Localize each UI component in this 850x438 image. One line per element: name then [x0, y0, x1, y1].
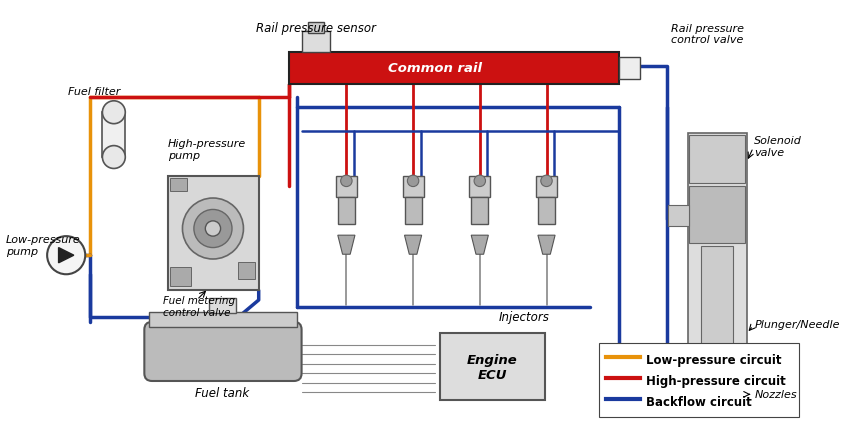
FancyBboxPatch shape — [144, 322, 302, 381]
Bar — [668, 205, 689, 226]
Polygon shape — [405, 236, 422, 254]
Text: Rail pressure
control valve: Rail pressure control valve — [672, 24, 745, 45]
Bar — [701, 246, 734, 360]
Bar — [469, 177, 490, 198]
Text: Rail pressure sensor: Rail pressure sensor — [256, 22, 376, 35]
Circle shape — [541, 176, 552, 187]
Bar — [102, 113, 125, 158]
Bar — [619, 58, 640, 80]
Bar — [309, 23, 324, 34]
Bar — [689, 186, 745, 243]
Bar — [405, 198, 422, 224]
Circle shape — [183, 198, 243, 259]
Text: High-pressure circuit: High-pressure circuit — [646, 374, 785, 388]
Polygon shape — [707, 387, 727, 402]
Bar — [536, 177, 557, 198]
Text: Solenoid
valve: Solenoid valve — [754, 136, 802, 157]
Bar — [238, 262, 255, 279]
Bar — [336, 177, 357, 198]
Circle shape — [474, 176, 485, 187]
Text: Low-pressure
pump: Low-pressure pump — [6, 235, 81, 256]
Text: High-pressure
pump: High-pressure pump — [168, 139, 246, 160]
Bar — [538, 198, 555, 224]
Circle shape — [341, 176, 352, 187]
Bar — [403, 177, 423, 198]
Bar — [168, 177, 258, 291]
Bar — [170, 179, 187, 192]
Bar — [689, 136, 745, 184]
Bar — [209, 298, 235, 314]
Text: Low-pressure circuit: Low-pressure circuit — [646, 353, 781, 367]
Text: Injectors: Injectors — [499, 310, 550, 323]
Bar — [149, 313, 297, 327]
Polygon shape — [471, 236, 489, 254]
Text: Plunger/Needle: Plunger/Needle — [754, 319, 840, 329]
Bar — [337, 198, 355, 224]
Text: Fuel tank: Fuel tank — [196, 386, 250, 399]
Bar — [439, 334, 545, 400]
Bar — [289, 53, 619, 85]
Circle shape — [102, 146, 125, 169]
Text: Common rail: Common rail — [388, 62, 482, 75]
Polygon shape — [59, 248, 74, 263]
Text: Nozzles: Nozzles — [754, 389, 797, 399]
Circle shape — [194, 210, 232, 248]
Bar — [170, 267, 191, 286]
Text: Engine
ECU: Engine ECU — [467, 353, 518, 381]
Bar — [688, 134, 746, 400]
Text: Backflow circuit: Backflow circuit — [646, 396, 751, 408]
Circle shape — [407, 176, 419, 187]
Text: Fuel filter: Fuel filter — [68, 86, 121, 96]
Circle shape — [102, 102, 125, 124]
Bar — [471, 198, 489, 224]
Polygon shape — [538, 236, 555, 254]
Circle shape — [206, 221, 221, 237]
Bar — [302, 32, 330, 53]
Bar — [599, 343, 799, 417]
Circle shape — [47, 237, 85, 275]
Polygon shape — [337, 236, 355, 254]
Text: Fuel metering
control valve: Fuel metering control valve — [163, 296, 235, 317]
